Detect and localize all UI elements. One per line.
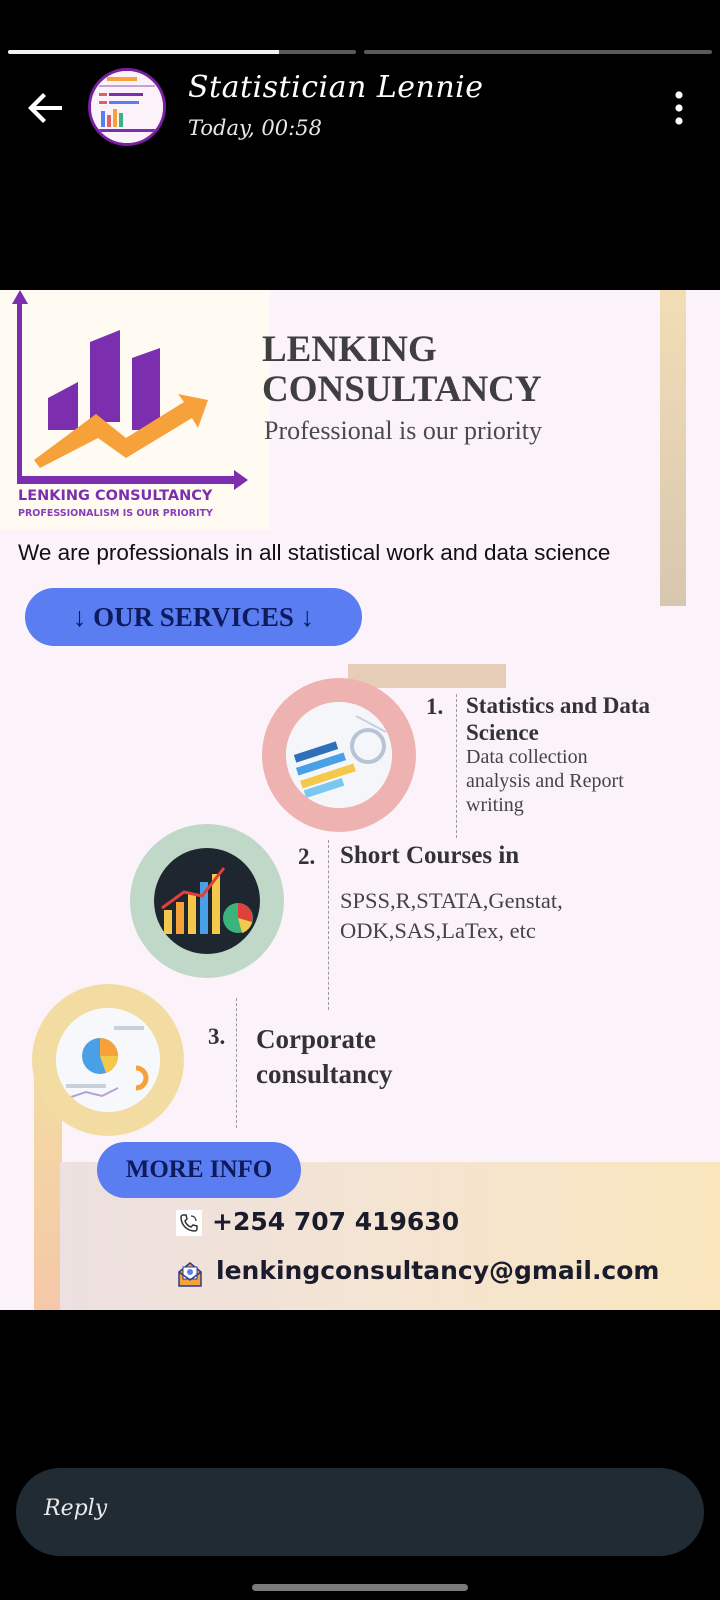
more-options-button[interactable] <box>664 88 694 128</box>
service-1-title-line-2: Science <box>466 720 539 745</box>
story-progress-1 <box>8 50 356 54</box>
service-1-title: Statistics and Data Science <box>466 692 650 746</box>
avatar-thumbnail <box>91 71 163 143</box>
our-services-badge: ↓ OUR SERVICES ↓ <box>25 588 362 646</box>
service-1-desc-line-1: Data collection <box>466 746 588 768</box>
service-3-title: Corporate consultancy <box>256 1022 393 1092</box>
service-3-title-line-2: consultancy <box>256 1059 393 1089</box>
service-2-image <box>154 848 260 954</box>
story-progress-2 <box>364 50 712 54</box>
avatar[interactable] <box>88 68 166 146</box>
contact-phone: +254 707 419630 <box>212 1207 460 1236</box>
bar-chart-icon <box>286 702 392 808</box>
more-info-badge: MORE INFO <box>97 1142 301 1198</box>
service-2-desc-line-1: SPSS,R,STATA,Genstat, <box>340 888 563 913</box>
logo-chart-graphic <box>12 290 248 490</box>
poster-title-line-1: LENKING <box>262 329 437 370</box>
home-indicator[interactable] <box>252 1584 468 1591</box>
service-1-image <box>286 702 392 808</box>
pie-chart-icon <box>56 1008 160 1112</box>
service-2-desc-line-2: ODK,SAS,LaTex, etc <box>340 918 536 943</box>
reply-placeholder: Reply <box>44 1496 108 1521</box>
divider-line-3 <box>236 998 237 1128</box>
service-2-image-ring <box>130 824 284 978</box>
phone-icon <box>176 1210 202 1236</box>
story-progress-fill-1 <box>8 50 280 54</box>
service-1-number: 1. <box>426 694 444 719</box>
service-2-description: SPSS,R,STATA,Genstat, ODK,SAS,LaTex, etc <box>340 886 563 946</box>
service-3-image-ring <box>32 984 184 1136</box>
arrow-left-icon <box>28 93 62 123</box>
poster-tagline: Professional is our priority <box>264 416 543 445</box>
decorative-bar <box>348 664 506 688</box>
service-1-desc-line-3: writing <box>466 794 524 816</box>
status-timestamp: Today, 00:58 <box>188 116 322 140</box>
contact-name: Statistician Lennie <box>188 70 484 105</box>
divider-line-1 <box>456 694 457 838</box>
reply-input[interactable] <box>16 1468 704 1556</box>
poster-title: LENKING CONSULTANCY <box>262 330 642 410</box>
service-1-desc-line-2: analysis and Report <box>466 770 624 792</box>
service-3-number: 3. <box>208 1024 226 1049</box>
service-1-description: Data collection analysis and Report writ… <box>466 745 624 817</box>
back-button[interactable] <box>22 84 70 132</box>
decorative-stripe <box>660 290 686 606</box>
more-vertical-icon <box>675 91 683 125</box>
service-1-image-ring <box>262 678 416 832</box>
logo-brand-name: LENKING CONSULTANCY <box>18 488 213 504</box>
divider-line-2 <box>328 840 329 1010</box>
logo-brand-subtext: PROFESSIONALISM IS OUR PRIORITY <box>18 508 213 519</box>
contact-email: lenkingconsultancy@gmail.com <box>216 1256 660 1285</box>
service-2-number: 2. <box>298 844 316 869</box>
poster-title-line-2: CONSULTANCY <box>262 369 542 410</box>
service-3-title-line-1: Corporate <box>256 1024 376 1054</box>
service-1-title-line-1: Statistics and Data <box>466 693 651 718</box>
service-3-image <box>56 1008 160 1112</box>
poster-intro: We are professionals in all statistical … <box>18 540 611 565</box>
growth-chart-icon <box>154 848 260 954</box>
service-2-title: Short Courses in <box>340 842 520 869</box>
mail-icon <box>176 1260 202 1287</box>
status-image: LENKING CONSULTANCY PROFESSIONALISM IS O… <box>0 290 720 1310</box>
